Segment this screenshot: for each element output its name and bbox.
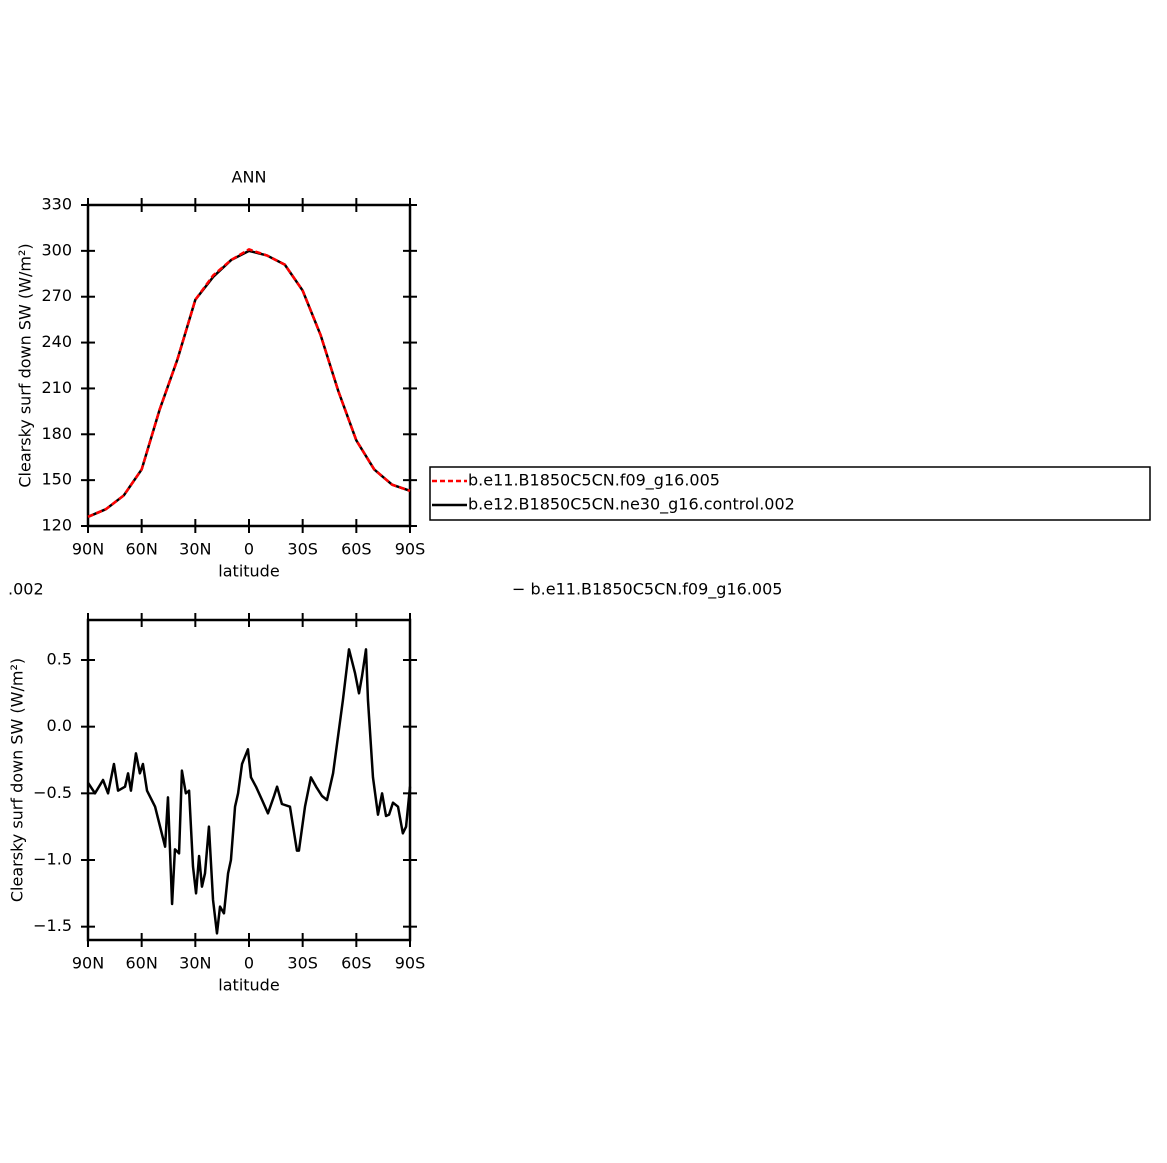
y-tick-label: 300	[41, 240, 72, 259]
plot-frame	[86, 618, 412, 942]
annotation: .002	[8, 580, 44, 599]
x-tick-label: 90N	[72, 954, 104, 973]
x-tick-label: 0	[244, 540, 254, 559]
y-tick-label: 210	[41, 378, 72, 397]
y-axis-label: Clearsky surf down SW (W/m²)	[16, 243, 35, 487]
y-axis-label: Clearsky surf down SW (W/m²)	[8, 658, 27, 902]
x-tick-label: 30S	[287, 540, 318, 559]
x-tick-label: 90S	[395, 540, 426, 559]
y-tick-label: 0.0	[47, 716, 72, 735]
x-tick-label: 60N	[126, 540, 158, 559]
legend-label: b.e11.B1850C5CN.f09_g16.005	[468, 471, 720, 491]
y-tick-label: −1.5	[33, 916, 72, 935]
x-tick-label: 60N	[126, 954, 158, 973]
data-line	[87, 248, 411, 518]
x-tick-label: 90S	[395, 954, 426, 973]
x-axis-label: latitude	[218, 562, 279, 581]
annotation: − b.e11.B1850C5CN.f09_g16.005	[512, 580, 782, 600]
x-tick-label: 0	[244, 954, 254, 973]
x-tick-label: 60S	[341, 540, 372, 559]
data-line	[86, 648, 412, 935]
x-tick-label: 30S	[287, 954, 318, 973]
x-tick-label: 60S	[341, 954, 372, 973]
x-tick-label: 30N	[179, 540, 211, 559]
plot-frame	[86, 203, 412, 528]
y-tick-label: −0.5	[33, 783, 72, 802]
y-tick-label: 180	[41, 424, 72, 443]
legend-box	[429, 466, 1151, 521]
y-tick-label: −1.0	[33, 850, 72, 869]
y-tick-label: 150	[41, 470, 72, 489]
y-tick-label: 0.5	[47, 650, 72, 669]
y-tick-label: 120	[41, 516, 72, 535]
y-tick-label: 270	[41, 286, 72, 305]
x-axis-label: latitude	[218, 976, 279, 995]
legend-label: b.e12.B1850C5CN.ne30_g16.control.002	[468, 495, 795, 515]
x-tick-label: 30N	[179, 954, 211, 973]
y-tick-label: 240	[41, 332, 72, 351]
y-tick-label: 330	[41, 195, 72, 214]
chart-title: ANN	[232, 168, 267, 187]
x-tick-label: 90N	[72, 540, 104, 559]
